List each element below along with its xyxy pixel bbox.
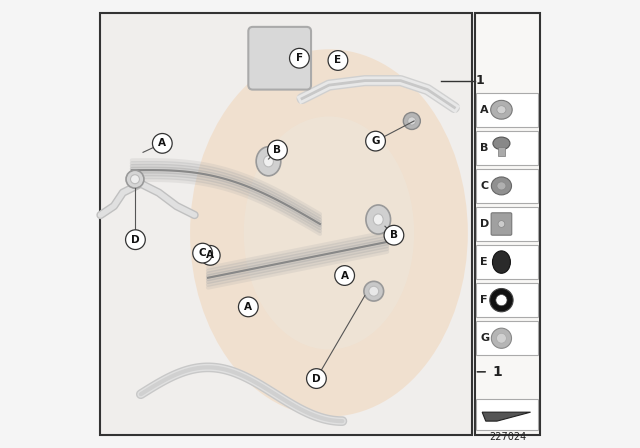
FancyBboxPatch shape <box>475 13 540 435</box>
Text: E: E <box>481 257 488 267</box>
Ellipse shape <box>496 295 507 306</box>
Ellipse shape <box>490 289 513 312</box>
Text: C: C <box>481 181 488 191</box>
Ellipse shape <box>403 112 420 129</box>
Ellipse shape <box>497 333 506 343</box>
Ellipse shape <box>330 56 341 69</box>
Ellipse shape <box>492 328 511 349</box>
FancyBboxPatch shape <box>476 321 538 355</box>
Text: G: G <box>371 136 380 146</box>
Ellipse shape <box>373 214 383 225</box>
Circle shape <box>384 225 404 245</box>
Text: F: F <box>296 53 303 63</box>
Circle shape <box>335 266 355 285</box>
Text: D: D <box>312 374 321 383</box>
Ellipse shape <box>264 155 273 167</box>
Text: G: G <box>481 333 490 343</box>
FancyBboxPatch shape <box>498 147 505 156</box>
Circle shape <box>193 243 212 263</box>
Ellipse shape <box>203 253 209 258</box>
Ellipse shape <box>493 251 511 273</box>
Text: D: D <box>481 219 490 229</box>
Circle shape <box>126 170 144 188</box>
FancyBboxPatch shape <box>100 13 472 435</box>
Ellipse shape <box>498 221 505 228</box>
Ellipse shape <box>491 100 512 119</box>
Circle shape <box>152 134 172 153</box>
Text: A: A <box>340 271 349 280</box>
Circle shape <box>289 48 309 68</box>
Text: 227024: 227024 <box>490 432 527 442</box>
Circle shape <box>369 286 379 296</box>
FancyBboxPatch shape <box>476 207 538 241</box>
Text: B: B <box>273 145 282 155</box>
FancyBboxPatch shape <box>476 399 538 430</box>
Text: A: A <box>481 105 489 115</box>
Text: A: A <box>158 138 166 148</box>
Text: F: F <box>481 295 488 305</box>
Circle shape <box>328 51 348 70</box>
FancyBboxPatch shape <box>476 169 538 203</box>
Ellipse shape <box>244 116 414 349</box>
Circle shape <box>125 230 145 250</box>
Circle shape <box>200 246 220 265</box>
Circle shape <box>364 281 383 301</box>
Text: B: B <box>390 230 398 240</box>
FancyBboxPatch shape <box>476 93 538 127</box>
FancyBboxPatch shape <box>476 283 538 317</box>
Text: 1: 1 <box>493 365 502 379</box>
Text: C: C <box>199 248 207 258</box>
Text: 1: 1 <box>476 74 484 87</box>
Circle shape <box>365 131 385 151</box>
Circle shape <box>239 297 258 317</box>
Ellipse shape <box>408 117 416 125</box>
FancyBboxPatch shape <box>248 27 311 90</box>
Text: D: D <box>131 235 140 245</box>
Ellipse shape <box>493 137 510 150</box>
Ellipse shape <box>298 54 306 58</box>
FancyBboxPatch shape <box>476 131 538 165</box>
Ellipse shape <box>492 177 511 195</box>
Text: B: B <box>481 143 489 153</box>
Ellipse shape <box>497 106 506 114</box>
Ellipse shape <box>497 182 506 190</box>
Circle shape <box>268 140 287 160</box>
FancyBboxPatch shape <box>491 213 512 235</box>
Polygon shape <box>482 412 531 421</box>
Ellipse shape <box>296 52 309 60</box>
Ellipse shape <box>190 49 468 417</box>
Text: A: A <box>244 302 252 312</box>
Ellipse shape <box>256 147 281 176</box>
Circle shape <box>307 369 326 388</box>
Circle shape <box>131 175 140 184</box>
Ellipse shape <box>200 250 211 261</box>
Text: E: E <box>334 56 342 65</box>
FancyBboxPatch shape <box>476 245 538 279</box>
Text: A: A <box>206 250 214 260</box>
Ellipse shape <box>366 205 390 234</box>
